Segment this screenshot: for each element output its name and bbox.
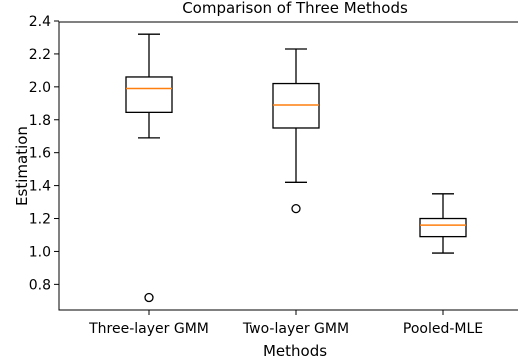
y-tick-label: 0.8 bbox=[29, 277, 51, 293]
iqr-box bbox=[419, 217, 467, 238]
boxplot-series bbox=[125, 33, 467, 303]
y-tick-label: 2.0 bbox=[29, 80, 51, 96]
x-tick-label: Two-layer GMM bbox=[242, 321, 349, 337]
x-axis-label: Methods bbox=[263, 342, 327, 360]
box-1 bbox=[125, 33, 173, 303]
y-axis: 0.8 1.0 1.2 1.4 1.6 1.8 2.0 2.2 2.4 bbox=[29, 14, 59, 293]
x-tick-label: Pooled-MLE bbox=[403, 321, 483, 337]
outlier-point bbox=[144, 292, 154, 303]
outlier-point bbox=[291, 203, 301, 214]
iqr-box bbox=[272, 82, 320, 129]
x-tick-label: Three-layer GMM bbox=[88, 321, 209, 337]
y-tick-label: 1.0 bbox=[29, 244, 51, 260]
iqr-box bbox=[125, 76, 173, 114]
box-3 bbox=[419, 193, 467, 254]
y-tick-label: 2.4 bbox=[29, 14, 51, 30]
y-tick-label: 1.8 bbox=[29, 113, 51, 129]
y-axis-label: Estimation bbox=[13, 126, 31, 206]
y-tick-label: 2.2 bbox=[29, 47, 51, 63]
x-axis: Three-layer GMM Two-layer GMM Pooled-MLE bbox=[88, 310, 483, 337]
chart-title: Comparison of Three Methods bbox=[182, 0, 408, 17]
y-tick-label: 1.4 bbox=[29, 179, 51, 195]
y-tick-label: 1.6 bbox=[29, 146, 51, 162]
box-2 bbox=[272, 48, 320, 214]
y-tick-label: 1.2 bbox=[29, 212, 51, 228]
plot-frame bbox=[58, 21, 518, 311]
